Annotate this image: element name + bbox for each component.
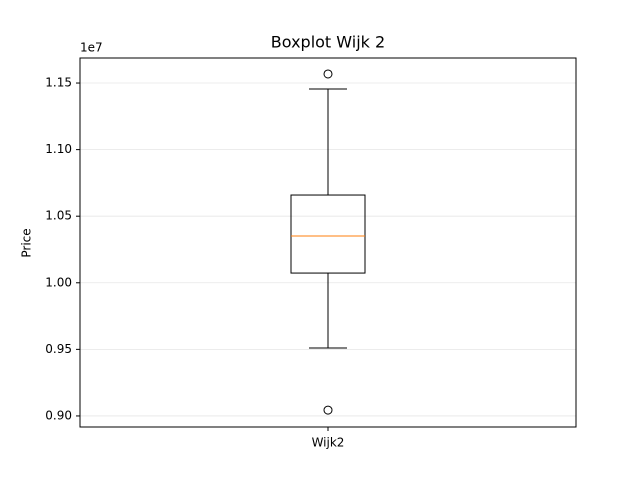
- y-tick-label: 0.90: [45, 408, 72, 422]
- offset-label: 1e7: [80, 41, 103, 55]
- plot-frame: [79, 57, 577, 428]
- outlier: [323, 69, 333, 79]
- chart-title: Boxplot Wijk 2: [271, 33, 385, 52]
- y-tick-label: 1.05: [45, 209, 72, 223]
- x-tick-label: Wijk2: [312, 436, 345, 450]
- y-tick-label: 1.10: [45, 142, 72, 156]
- y-tick-label: 1.00: [45, 275, 72, 289]
- outlier: [323, 405, 333, 415]
- y-tick-label: 1.15: [45, 76, 72, 90]
- y-tick-label: 0.95: [45, 342, 72, 356]
- y-axis-label: Price: [20, 228, 34, 257]
- box: [290, 194, 366, 274]
